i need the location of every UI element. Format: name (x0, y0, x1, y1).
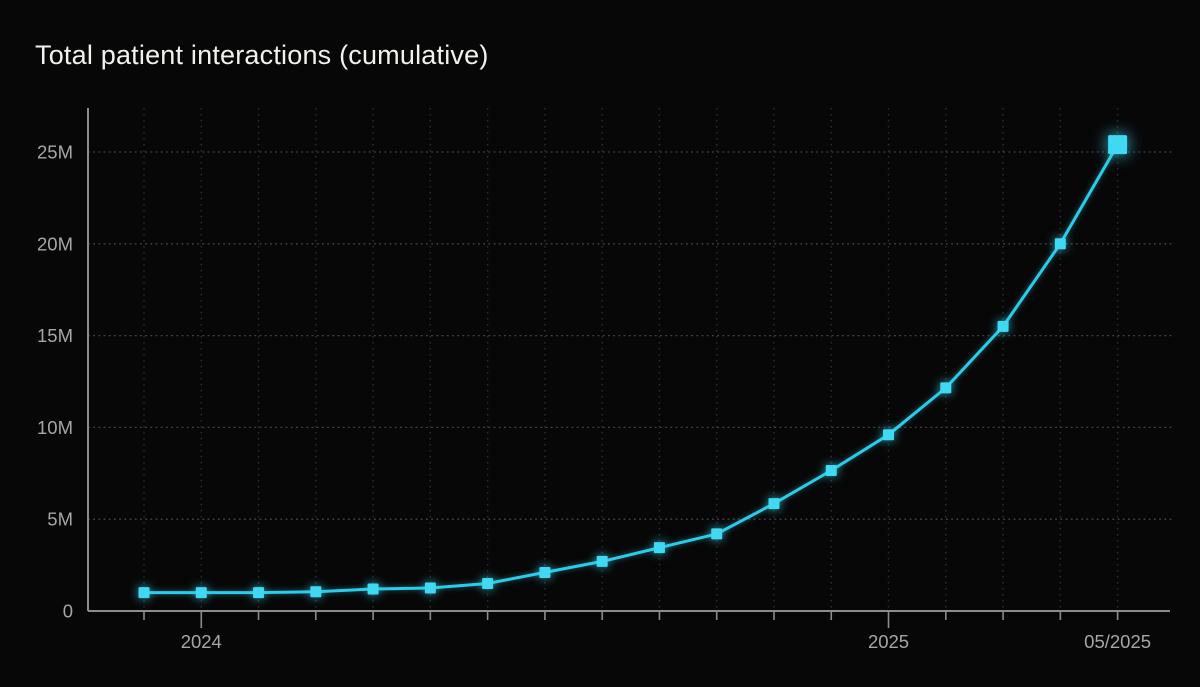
data-point-marker (424, 582, 436, 594)
x-tick-label: 2024 (181, 631, 222, 652)
data-point-marker (825, 465, 837, 477)
data-point-marker (367, 583, 379, 595)
data-points (138, 135, 1128, 599)
data-point-marker (310, 586, 322, 598)
data-point-marker (768, 498, 780, 510)
data-point-marker (883, 429, 895, 441)
axes (87, 108, 1170, 612)
data-point-marker (195, 587, 207, 599)
y-tick-label: 25M (37, 142, 73, 163)
y-tick-label: 5M (47, 509, 73, 530)
data-point-marker (539, 566, 551, 578)
data-point-marker (997, 320, 1009, 332)
data-point-marker (1054, 238, 1066, 250)
y-tick-label: 20M (37, 233, 73, 254)
y-tick-label: 15M (37, 325, 73, 346)
x-axis-labels: 2024 2025 05/2025 (181, 631, 1151, 652)
data-point-marker (138, 587, 150, 599)
x-tick-label: 05/2025 (1084, 631, 1151, 652)
data-point-marker (940, 382, 952, 394)
grid-horizontal (88, 151, 1174, 520)
data-point-marker (653, 542, 665, 554)
series-line (142, 143, 1120, 595)
data-point-marker (711, 528, 723, 540)
y-tick-label: 0 (63, 601, 73, 622)
data-point-marker (596, 555, 608, 567)
x-tick-label: 2025 (868, 631, 909, 652)
data-point-marker-latest (1108, 135, 1128, 155)
chart-title: Total patient interactions (cumulative) (35, 40, 489, 70)
y-axis-labels: 0 5M 10M 15M 20M 25M (37, 142, 73, 622)
data-point-marker (253, 587, 265, 599)
x-axis-ticks (143, 611, 1119, 628)
y-tick-label: 10M (37, 417, 73, 438)
data-point-marker (482, 577, 494, 589)
